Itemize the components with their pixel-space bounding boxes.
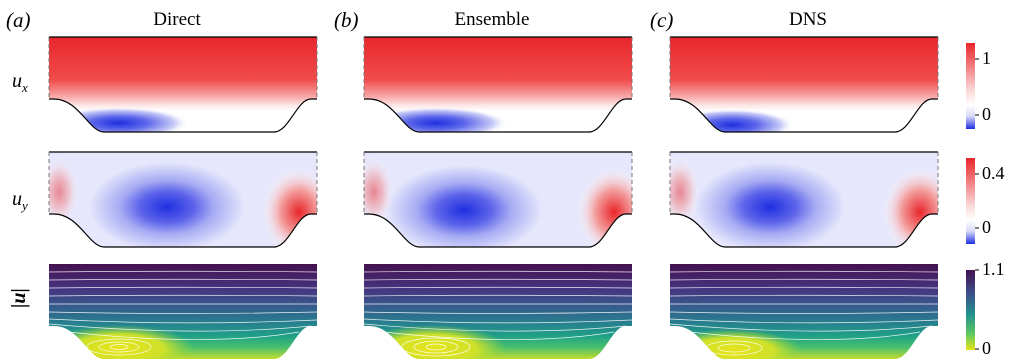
panel-letter-a: (a) [6, 8, 31, 32]
ux-ensemble [363, 36, 633, 133]
colorbar-speed-tick-top: 1.1 [982, 259, 1005, 279]
colorbar-uy-tick-top: 0.4 [982, 163, 1005, 183]
colorbar-ux-tick-bottom: 0 [982, 104, 991, 124]
uy-ensemble [363, 151, 633, 248]
panel-letter-c: (c) [650, 8, 674, 32]
colorbar-uy-tick-bottom: 0 [982, 217, 991, 237]
colorbar-uy [966, 158, 979, 244]
row-label-ux: ux [12, 70, 28, 95]
colorbar-ux [966, 43, 979, 129]
uy-dns [669, 151, 939, 248]
ux-direct [48, 36, 318, 133]
colorbar-speed [966, 269, 979, 350]
uy-direct [48, 151, 318, 248]
speed-dns [670, 264, 938, 359]
speed-direct [49, 264, 317, 359]
colorbar-ux-tick-top: 1 [982, 48, 991, 68]
row-label-uy: uy [12, 188, 28, 213]
ux-dns [669, 36, 939, 133]
colorbar-speed-tick-bottom: 0 [982, 338, 991, 358]
column-title-ensemble: Ensemble [454, 9, 530, 30]
speed-ensemble [364, 264, 632, 359]
column-title-dns: DNS [788, 9, 827, 30]
column-title-direct: Direct [153, 9, 201, 30]
panel-letter-b: (b) [334, 8, 359, 32]
